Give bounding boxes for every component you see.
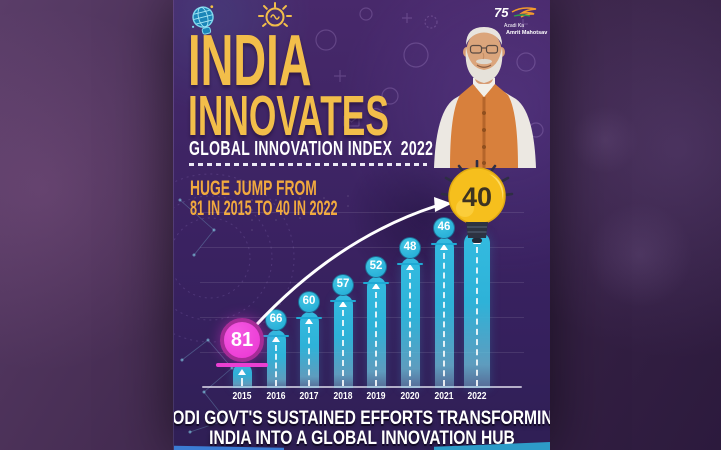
rank-2015-marker: 81 (220, 318, 264, 362)
rank-2015-underline (216, 363, 268, 367)
badge-underline-2019 (363, 281, 389, 284)
footer-ribbon-right (434, 442, 550, 450)
background-decor (174, 7, 544, 434)
dashed-divider (189, 163, 427, 166)
bar-2019 (366, 277, 386, 388)
year-label-2022: 2022 (467, 391, 487, 402)
value-badge-2021: 46 (433, 217, 455, 239)
poster-title-line2: INNOVATES (188, 84, 389, 148)
trend-arrow (246, 197, 452, 336)
bar-2015 (232, 363, 252, 388)
value-badge-2017: 60 (298, 291, 320, 313)
bar-dash-line (241, 378, 243, 386)
innovation-chart: 2015 2016 66 2017 60 2018 57 2019 52 2020 48 2021 46… (174, 0, 550, 450)
year-label-2017: 2017 (299, 391, 319, 402)
bar-2017 (299, 312, 319, 388)
bar-arrow-up-icon (440, 244, 448, 250)
bar-dash-line (443, 253, 445, 386)
poster-title-line1: INDIA (188, 21, 312, 101)
bar-arrow-up-icon (305, 318, 313, 324)
bar-2020 (400, 258, 420, 388)
bar-dash-line (375, 292, 377, 386)
badge-underline-2020 (397, 262, 423, 265)
value-badge-2016: 66 (265, 309, 287, 331)
year-label-2019: 2019 (366, 391, 386, 402)
bar-arrow-up-icon (339, 301, 347, 307)
poster-subtitle: GLOBAL INNOVATION INDEX 2022 (189, 138, 434, 160)
value-badge-2020: 48 (399, 237, 421, 259)
svg-text:40: 40 (462, 182, 492, 212)
year-label-2015: 2015 (232, 391, 252, 402)
bar-arrow-up-icon (272, 336, 280, 342)
chart-gridline (200, 282, 524, 283)
callout-line2: 81 IN 2015 TO 40 IN 2022 (190, 197, 338, 220)
svg-text:Amrit Mahotsav: Amrit Mahotsav (506, 30, 548, 36)
chart-gridline (200, 317, 524, 318)
footer-headline-line2: INDIA INTO A GLOBAL INNOVATION HUB (209, 427, 515, 449)
bulb-globe-icon (191, 5, 214, 35)
callout-line1: HUGE JUMP FROM (190, 177, 317, 200)
bar-dash-line (476, 247, 478, 386)
idea-bulb-icon (258, 2, 292, 27)
badge-underline-2018 (330, 299, 356, 302)
azadi-amrit-mahotsav-logo: 75 Azadi Ka Amrit Mahotsav (494, 5, 548, 36)
chart-gridline (200, 212, 524, 213)
footer-ribbon-left (174, 445, 284, 450)
bar-2016 (266, 330, 286, 388)
value-badge-2018: 57 (332, 274, 354, 296)
bar-2018 (333, 295, 353, 388)
year-label-2020: 2020 (400, 391, 420, 402)
chart-axis-line (202, 386, 522, 388)
year-label-2016: 2016 (266, 391, 286, 402)
bar-arrow-up-icon (238, 369, 246, 375)
bar-dash-line (275, 345, 277, 386)
bar-arrow-up-icon (406, 264, 414, 270)
badge-underline-2017 (296, 316, 322, 319)
svg-text:75: 75 (494, 5, 509, 20)
chart-gridline (200, 247, 524, 248)
badge-underline-2021 (431, 242, 457, 245)
bar-dash-line (308, 327, 310, 386)
badge-underline-2016 (263, 334, 289, 337)
year-label-2018: 2018 (333, 391, 353, 402)
bar-dash-line (409, 273, 411, 386)
svg-text:Azadi Ka: Azadi Ka (504, 23, 524, 29)
lightbulb-40-marker: 40 (440, 160, 514, 243)
chart-gridline (200, 352, 524, 353)
bar-2022 (464, 232, 490, 388)
value-badge-2019: 52 (365, 256, 387, 278)
innovation-poster: INDIA INNOVATES GLOBAL INNOVATION INDEX … (173, 0, 550, 450)
modi-portrait (434, 27, 536, 168)
bar-arrow-up-icon (372, 283, 380, 289)
bar-2021 (434, 238, 454, 388)
year-label-2021: 2021 (434, 391, 454, 402)
footer-headline-line1: MODI GOVT'S SUSTAINED EFFORTS TRANSFORMI… (173, 407, 550, 429)
bar-dash-line (342, 310, 344, 386)
